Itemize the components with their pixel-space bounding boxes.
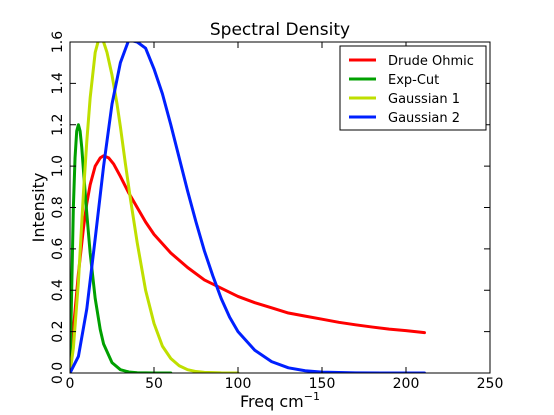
series-line-gaussian-1: [70, 42, 240, 373]
axis-ticks: 0 50 100 150 200 250 0.0 0.2 0.4 0.6 0.8 1.0 1.2 1.4 1…: [50, 31, 503, 392]
y-tick-label: 0.8: [50, 196, 66, 218]
legend-label: Gaussian 1: [388, 92, 460, 107]
y-tick-label: 0.2: [50, 320, 66, 342]
legend-label: Drude Ohmic: [388, 54, 474, 69]
x-tick-label: 100: [225, 376, 252, 392]
y-axis-title: Intensity: [29, 173, 48, 243]
y-tick-label: 1.6: [50, 31, 66, 53]
x-tick-label: 0: [66, 376, 75, 392]
series-line-gaussian-2: [70, 42, 426, 373]
x-tick-label: 150: [309, 376, 336, 392]
y-tick-label: 0.6: [50, 238, 66, 260]
x-axis-title-text: Freq cm: [240, 392, 304, 411]
chart-title: Spectral Density: [210, 20, 350, 40]
y-tick-label: 0.0: [50, 362, 66, 384]
y-tick-label: 1.0: [50, 155, 66, 177]
series-line-drude-ohmic: [70, 154, 426, 373]
y-tick-label: 1.2: [50, 114, 66, 136]
x-tick-label: 200: [393, 376, 420, 392]
legend-label: Gaussian 2: [388, 111, 460, 126]
series-line-exp-cut: [70, 123, 173, 373]
x-tick-label: 250: [477, 376, 504, 392]
legend: Drude Ohmic Exp-Cut Gaussian 1 Gaussian 2: [339, 45, 487, 131]
x-axis-title-superscript: −1: [304, 390, 320, 403]
y-tick-label: 0.4: [50, 279, 66, 301]
x-tick-label: 50: [145, 376, 163, 392]
y-tick-label: 1.4: [50, 72, 66, 94]
legend-label: Exp-Cut: [388, 73, 439, 88]
x-axis-title: Freq cm−1: [240, 390, 320, 411]
